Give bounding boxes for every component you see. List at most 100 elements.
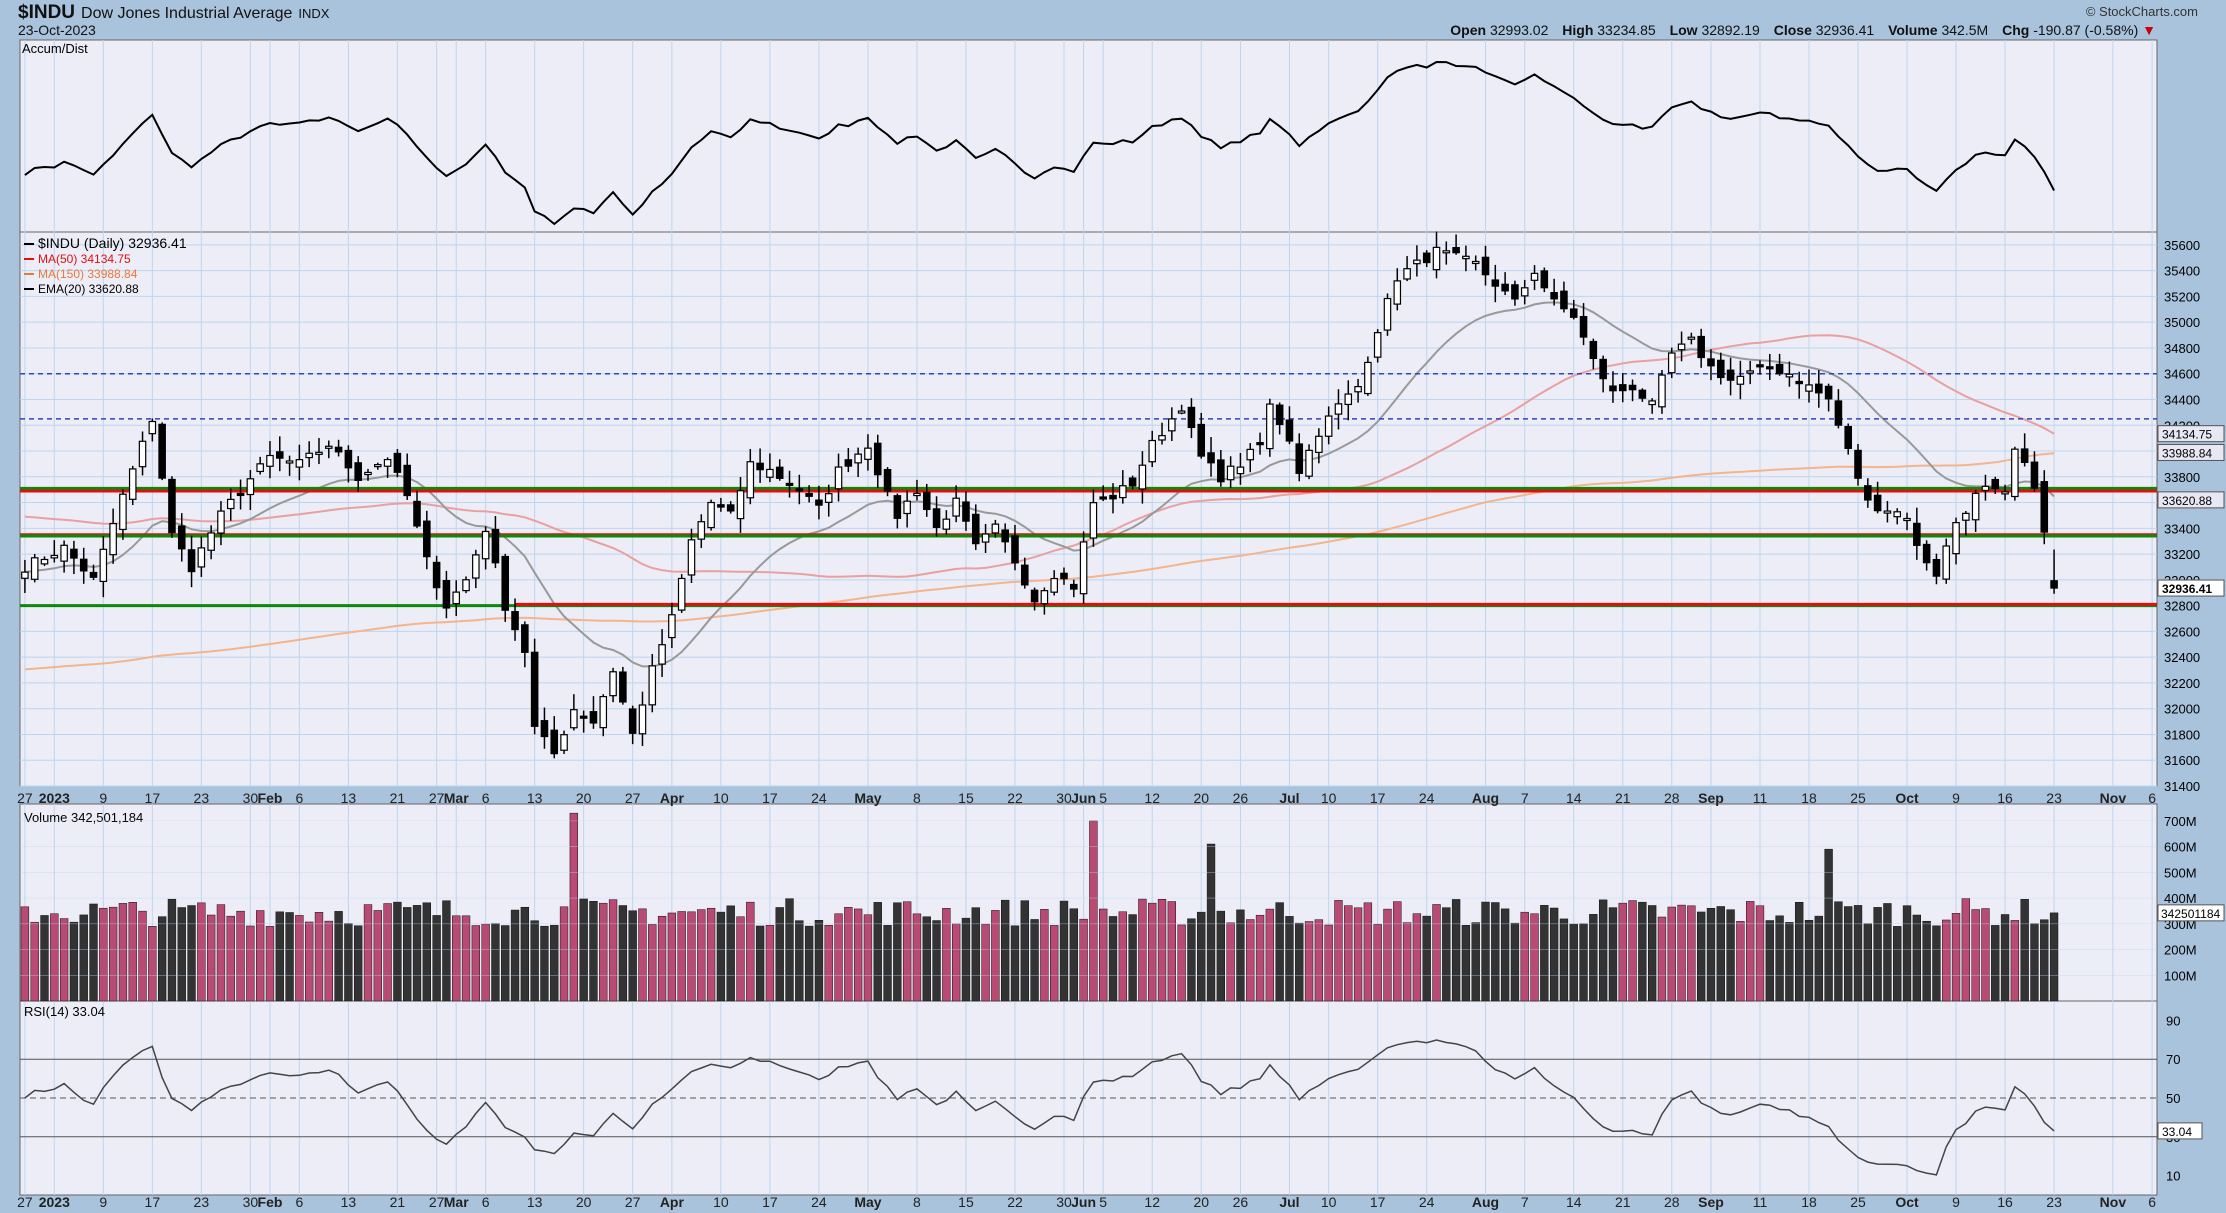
candle — [1089, 502, 1098, 539]
date-tick-label: Sep — [1698, 1194, 1724, 1210]
volume-bar — [383, 903, 392, 1002]
volume-bar — [1902, 905, 1912, 1002]
volume-bar — [1883, 903, 1892, 1002]
candle — [1952, 522, 1960, 555]
volume-bar — [1824, 848, 1833, 1002]
date-tick-label: 20 — [576, 1194, 592, 1210]
date-tick-label: 23 — [2046, 790, 2062, 806]
price-tick-label: 33800 — [2164, 470, 2200, 485]
date-tick-label: 24 — [1419, 790, 1435, 806]
candle — [40, 558, 49, 565]
volume-bar — [677, 911, 686, 1002]
candle — [873, 442, 882, 476]
volume-bar — [108, 906, 118, 1002]
price-panel — [20, 231, 2157, 759]
volume-bar — [1775, 915, 1784, 1002]
volume-bar — [1285, 916, 1294, 1002]
volume-bar — [275, 911, 284, 1002]
close-label: Close — [1773, 22, 1812, 38]
candle — [138, 440, 147, 468]
price-tick-label: 35600 — [2164, 238, 2200, 253]
volume-bar — [1608, 907, 1618, 1002]
candle — [481, 530, 490, 560]
volume-bar — [1383, 908, 1392, 1002]
volume-bar — [530, 920, 539, 1002]
volume-bar — [1108, 916, 1118, 1002]
volume-bar — [814, 920, 824, 1002]
date-tick-label: 14 — [1566, 1194, 1582, 1210]
date-tick-label: 17 — [145, 1194, 161, 1210]
volume-bar — [1755, 905, 1765, 1002]
candle — [344, 449, 353, 469]
date-tick-label: 26 — [1233, 1194, 1249, 1210]
volume-bar — [2030, 923, 2039, 1002]
date-tick-label: 24 — [1419, 1194, 1435, 1210]
date-tick-label: May — [854, 1194, 881, 1210]
date-tick-label: 22 — [1007, 1194, 1023, 1210]
volume-bar — [853, 908, 863, 1002]
candle — [119, 493, 127, 531]
date-tick-label: 17 — [762, 790, 778, 806]
date-tick-label: 27 — [17, 1194, 33, 1210]
open-label: Open — [1450, 22, 1487, 38]
date-tick-label: 16 — [1997, 1194, 2013, 1210]
volume-bar — [1206, 843, 1216, 1002]
volume-bar — [834, 913, 843, 1002]
date-tick-label: 30 — [243, 1194, 259, 1210]
price-tick-label: 35000 — [2164, 315, 2200, 330]
candle — [1354, 386, 1362, 393]
volume-bar — [1167, 901, 1176, 1002]
volume-bar — [1236, 909, 1245, 1002]
candle — [619, 671, 627, 703]
date-tick-label: Nov — [2100, 790, 2127, 806]
candle — [540, 720, 549, 738]
price-tick-label: 31800 — [2164, 727, 2200, 742]
candle — [864, 447, 872, 460]
volume-bar — [1795, 902, 1804, 1002]
candle — [1962, 512, 1970, 521]
candle — [1001, 529, 1009, 543]
candle — [226, 498, 235, 510]
volume-bar — [206, 914, 216, 1002]
volume-bar — [1393, 901, 1402, 1002]
candle — [1991, 478, 2000, 490]
candle — [1266, 403, 1274, 450]
candle — [962, 501, 970, 522]
volume-bar — [510, 909, 520, 1002]
volume-bar — [59, 918, 69, 1002]
candle — [79, 558, 88, 572]
volume-bar — [1667, 906, 1676, 1002]
candle — [1599, 358, 1607, 380]
candle — [648, 665, 657, 706]
date-tick-label: 11 — [1753, 790, 1768, 806]
volume-bar — [726, 905, 735, 1002]
candle — [168, 478, 176, 534]
volume-bar — [471, 925, 480, 1002]
candle — [609, 671, 617, 697]
candle — [2050, 580, 2058, 589]
low-value: 32892.19 — [1701, 22, 1760, 38]
volume-bar — [393, 901, 402, 1002]
rsi-label: RSI(14) 33.04 — [24, 1004, 105, 1019]
date-tick-label: 27 — [625, 1194, 641, 1210]
volume-bar — [491, 923, 500, 1002]
volume-bar — [1579, 923, 1588, 1002]
candle — [668, 614, 676, 639]
candle — [1177, 410, 1186, 414]
volume-label: Volume — [1888, 22, 1938, 38]
candle — [197, 547, 206, 568]
date-tick-label: 18 — [1801, 1194, 1817, 1210]
price-tick-label: 32400 — [2164, 650, 2200, 665]
volume-bar — [1079, 918, 1088, 1002]
candle — [256, 463, 264, 473]
candle — [1697, 335, 1705, 359]
candle — [1971, 492, 1980, 521]
volume-bar — [1069, 908, 1078, 1002]
candle — [158, 423, 166, 479]
volume-bar — [2000, 914, 2010, 1002]
high-value: 33234.85 — [1597, 22, 1656, 38]
volume-bar — [452, 915, 461, 1002]
date-tick-label: 6 — [482, 790, 490, 806]
volume-bar — [2010, 920, 2020, 1002]
